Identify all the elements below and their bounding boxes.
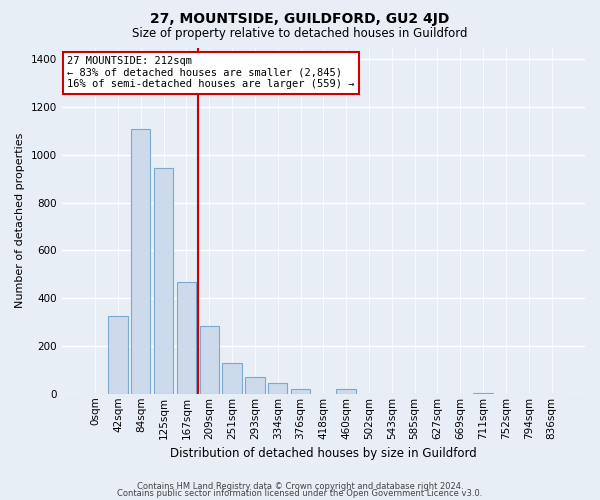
Bar [337, 389, 356, 394]
Text: Contains public sector information licensed under the Open Government Licence v3: Contains public sector information licen… [118, 488, 482, 498]
Bar [200, 326, 219, 394]
Bar [154, 168, 173, 394]
Bar [268, 382, 287, 394]
Bar [177, 282, 196, 394]
Y-axis label: Number of detached properties: Number of detached properties [15, 133, 25, 308]
Bar [245, 377, 265, 394]
X-axis label: Distribution of detached houses by size in Guildford: Distribution of detached houses by size … [170, 447, 477, 460]
Text: Size of property relative to detached houses in Guildford: Size of property relative to detached ho… [132, 28, 468, 40]
Bar [108, 316, 128, 394]
Text: 27, MOUNTSIDE, GUILDFORD, GU2 4JD: 27, MOUNTSIDE, GUILDFORD, GU2 4JD [151, 12, 449, 26]
Bar [131, 128, 151, 394]
Bar [473, 392, 493, 394]
Bar [223, 362, 242, 394]
Text: 27 MOUNTSIDE: 212sqm
← 83% of detached houses are smaller (2,845)
16% of semi-de: 27 MOUNTSIDE: 212sqm ← 83% of detached h… [67, 56, 355, 90]
Bar [291, 389, 310, 394]
Text: Contains HM Land Registry data © Crown copyright and database right 2024.: Contains HM Land Registry data © Crown c… [137, 482, 463, 491]
